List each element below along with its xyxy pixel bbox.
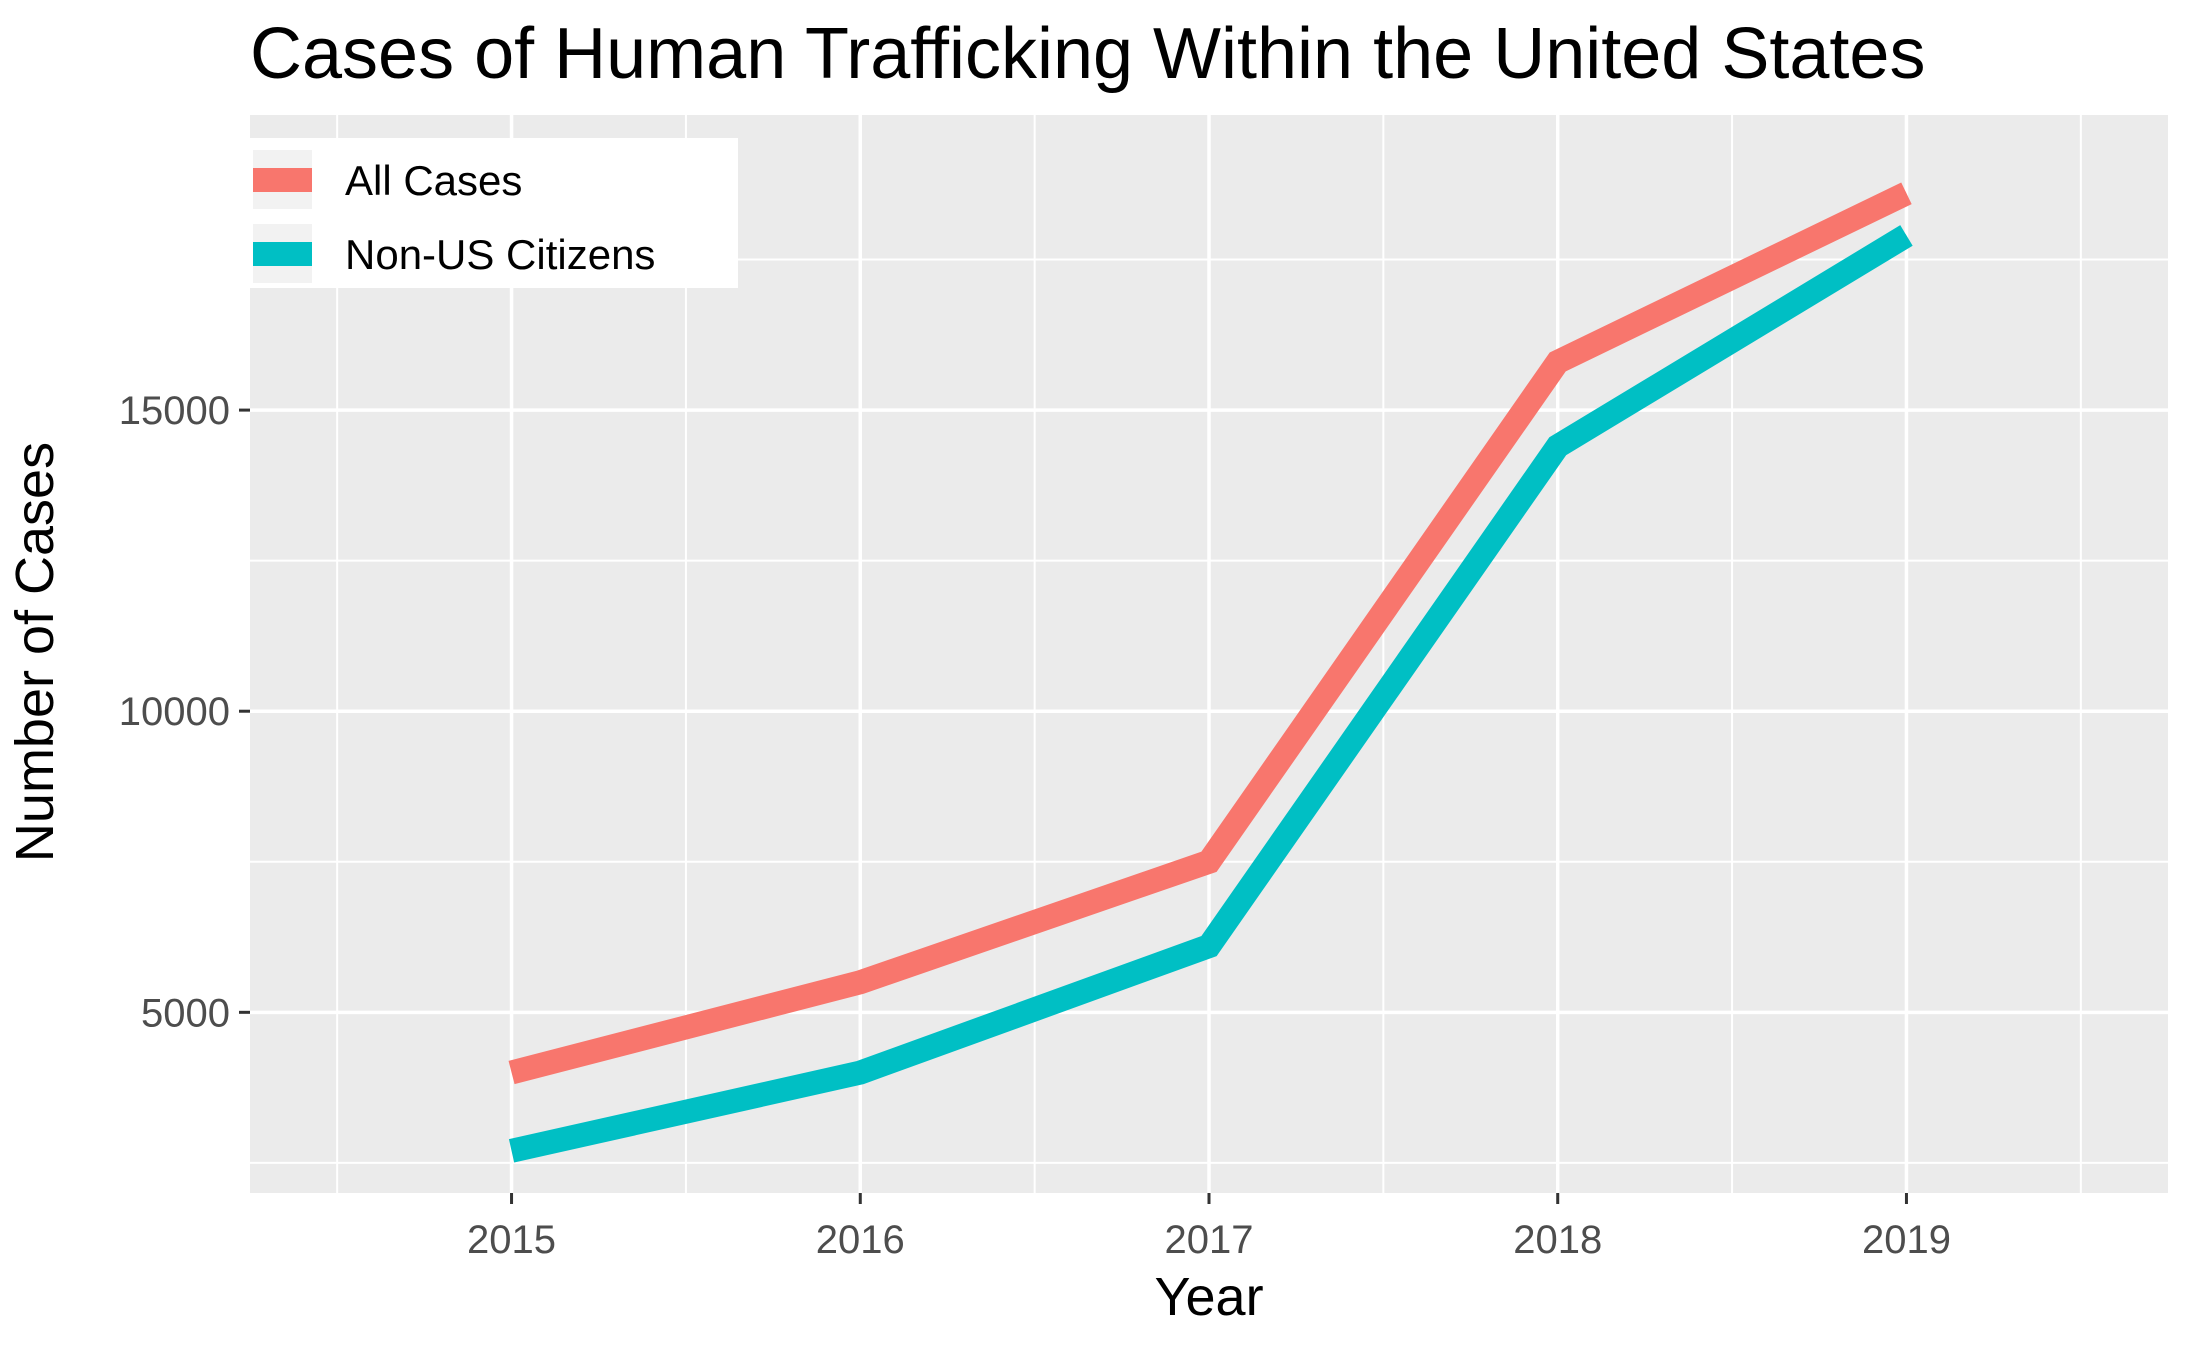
y-tick-label: 5000 [141, 991, 230, 1035]
legend-label-1: Non-US Citizens [345, 231, 655, 278]
y-tick-label: 10000 [119, 690, 230, 734]
legend-box [243, 138, 738, 288]
x-tick-label: 2019 [1862, 1218, 1951, 1262]
y-tick-label: 15000 [119, 389, 230, 433]
y-axis: 5000 10000 15000 [119, 389, 250, 1035]
series-layer [508, 182, 1913, 1163]
chart-title: Cases of Human Trafficking Within the Un… [250, 14, 1925, 94]
x-tick-label: 2017 [1165, 1218, 1254, 1262]
x-axis: 2015 2016 2017 2018 2019 [467, 1193, 1951, 1262]
x-tick-label: 2015 [467, 1218, 556, 1262]
y-axis-title: Number of Cases [5, 442, 65, 862]
legend-label-0: All Cases [345, 157, 522, 204]
major-grid [250, 115, 2168, 1193]
series-line-0 [508, 182, 1912, 1085]
x-tick-label: 2018 [1513, 1218, 1602, 1262]
x-axis-title: Year [1154, 1267, 1263, 1327]
x-tick-label: 2016 [816, 1218, 905, 1262]
legend: All Cases Non-US Citizens [243, 138, 738, 288]
series-line-1 [508, 225, 1913, 1163]
